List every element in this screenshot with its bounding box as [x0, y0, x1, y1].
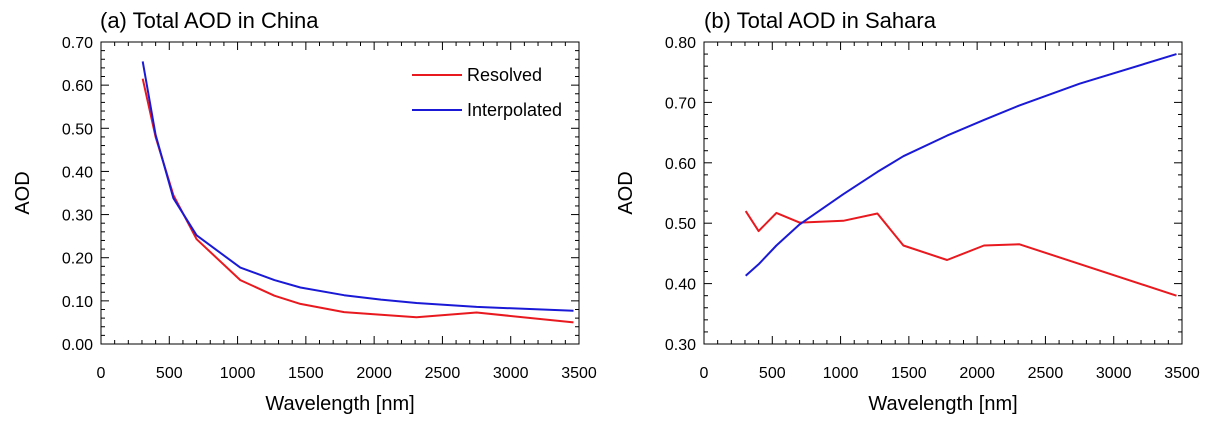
- panel-b-series: [744, 53, 1177, 297]
- x-tick-label: 1500: [891, 365, 927, 382]
- y-tick-label: 0.80: [665, 35, 696, 52]
- y-tick-label: 0.50: [665, 216, 696, 233]
- panel-b-x-axis: 0 500 1000 1500 2000 2500 3000 3500: [700, 42, 1200, 382]
- x-tick-label: 2000: [356, 365, 392, 382]
- panel-a-x-axis: 0 500 1000 1500 2000 2500 3000 3500: [97, 42, 597, 382]
- legend: Resolved Interpolated: [412, 65, 562, 120]
- panel-b-y-axis: 0.30 0.40 0.50 0.60 0.70 0.80: [665, 35, 1182, 354]
- series-line-resolved: [744, 210, 1177, 297]
- series-line-interpolated: [141, 61, 574, 312]
- y-tick-label: 0.20: [62, 251, 93, 268]
- x-tick-label: 3500: [1164, 365, 1200, 382]
- x-tick-label: 1000: [220, 365, 256, 382]
- panel-a-y-axis: 0.00 0.10 0.20 0.30 0.40 0.50 0.60 0.70: [62, 35, 579, 354]
- panel-a-plot-area: [100, 41, 580, 345]
- y-tick-label: 0.50: [62, 121, 93, 138]
- x-tick-label: 3000: [493, 365, 529, 382]
- y-tick-label: 0.00: [62, 337, 93, 354]
- x-tick-label: 500: [759, 365, 786, 382]
- y-tick-label: 0.60: [62, 78, 93, 95]
- y-tick-label: 0.10: [62, 294, 93, 311]
- y-tick-label: 0.30: [62, 208, 93, 225]
- x-tick-label: 1500: [288, 365, 324, 382]
- panel-b-x-axis-label: Wavelength [nm]: [868, 393, 1017, 415]
- y-tick-label: 0.40: [665, 277, 696, 294]
- x-tick-label: 3500: [561, 365, 597, 382]
- x-tick-label: 2000: [959, 365, 995, 382]
- panel-b-y-axis-label: AOD: [615, 171, 637, 214]
- panel-a-y-axis-label: AOD: [12, 171, 34, 214]
- panel-a-series: [141, 61, 574, 324]
- y-tick-label: 0.30: [665, 337, 696, 354]
- x-tick-label: 0: [700, 365, 709, 382]
- x-tick-label: 0: [97, 365, 106, 382]
- x-tick-label: 2500: [425, 365, 461, 382]
- y-tick-label: 0.70: [665, 95, 696, 112]
- panel-sahara: (b) Total AOD in Sahara 0.30 0.40 0.50 0.60…: [615, 8, 1200, 415]
- y-tick-label: 0.60: [665, 156, 696, 173]
- y-tick-label: 0.40: [62, 164, 93, 181]
- panel-a-x-axis-label: Wavelength [nm]: [265, 393, 414, 415]
- panel-b-plot-area: [703, 41, 1183, 345]
- panel-china: (a) Total AOD in China 0.000.100.200.300…: [12, 8, 597, 415]
- x-tick-label: 1000: [823, 365, 859, 382]
- x-tick-label: 500: [156, 365, 183, 382]
- panel-a-title: (a) Total AOD in China: [100, 8, 319, 33]
- legend-label-interpolated: Interpolated: [467, 100, 562, 120]
- panel-b-title: (b) Total AOD in Sahara: [704, 8, 937, 33]
- y-tick-label: 0.70: [62, 35, 93, 52]
- x-tick-label: 2500: [1028, 365, 1064, 382]
- x-tick-label: 3000: [1096, 365, 1132, 382]
- series-line-interpolated: [745, 53, 1177, 277]
- legend-label-resolved: Resolved: [467, 65, 542, 85]
